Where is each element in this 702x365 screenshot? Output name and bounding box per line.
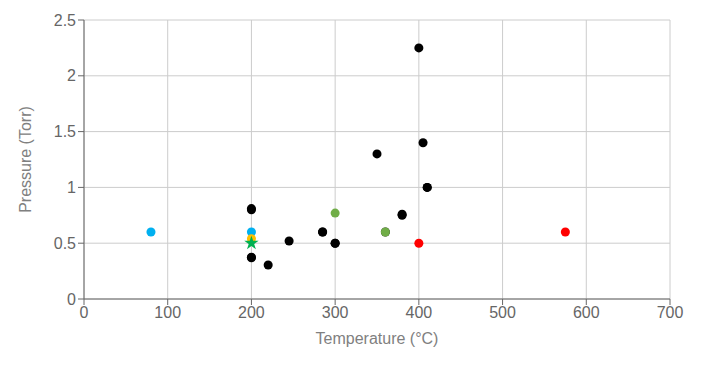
svg-text:300: 300 <box>322 304 349 321</box>
svg-text:0: 0 <box>80 304 89 321</box>
svg-text:1: 1 <box>67 179 76 196</box>
svg-text:Temperature (°C): Temperature (°C) <box>316 330 439 347</box>
svg-text:Pressure (Torr): Pressure (Torr) <box>17 106 34 213</box>
svg-text:0: 0 <box>67 291 76 308</box>
svg-text:0.5: 0.5 <box>54 235 76 252</box>
svg-text:2: 2 <box>67 67 76 84</box>
svg-text:500: 500 <box>489 304 516 321</box>
svg-text:2.5: 2.5 <box>54 12 76 29</box>
svg-text:700: 700 <box>657 304 684 321</box>
svg-text:400: 400 <box>406 304 433 321</box>
svg-text:100: 100 <box>154 304 181 321</box>
svg-text:1.5: 1.5 <box>54 123 76 140</box>
svg-text:600: 600 <box>573 304 600 321</box>
svg-text:200: 200 <box>238 304 265 321</box>
